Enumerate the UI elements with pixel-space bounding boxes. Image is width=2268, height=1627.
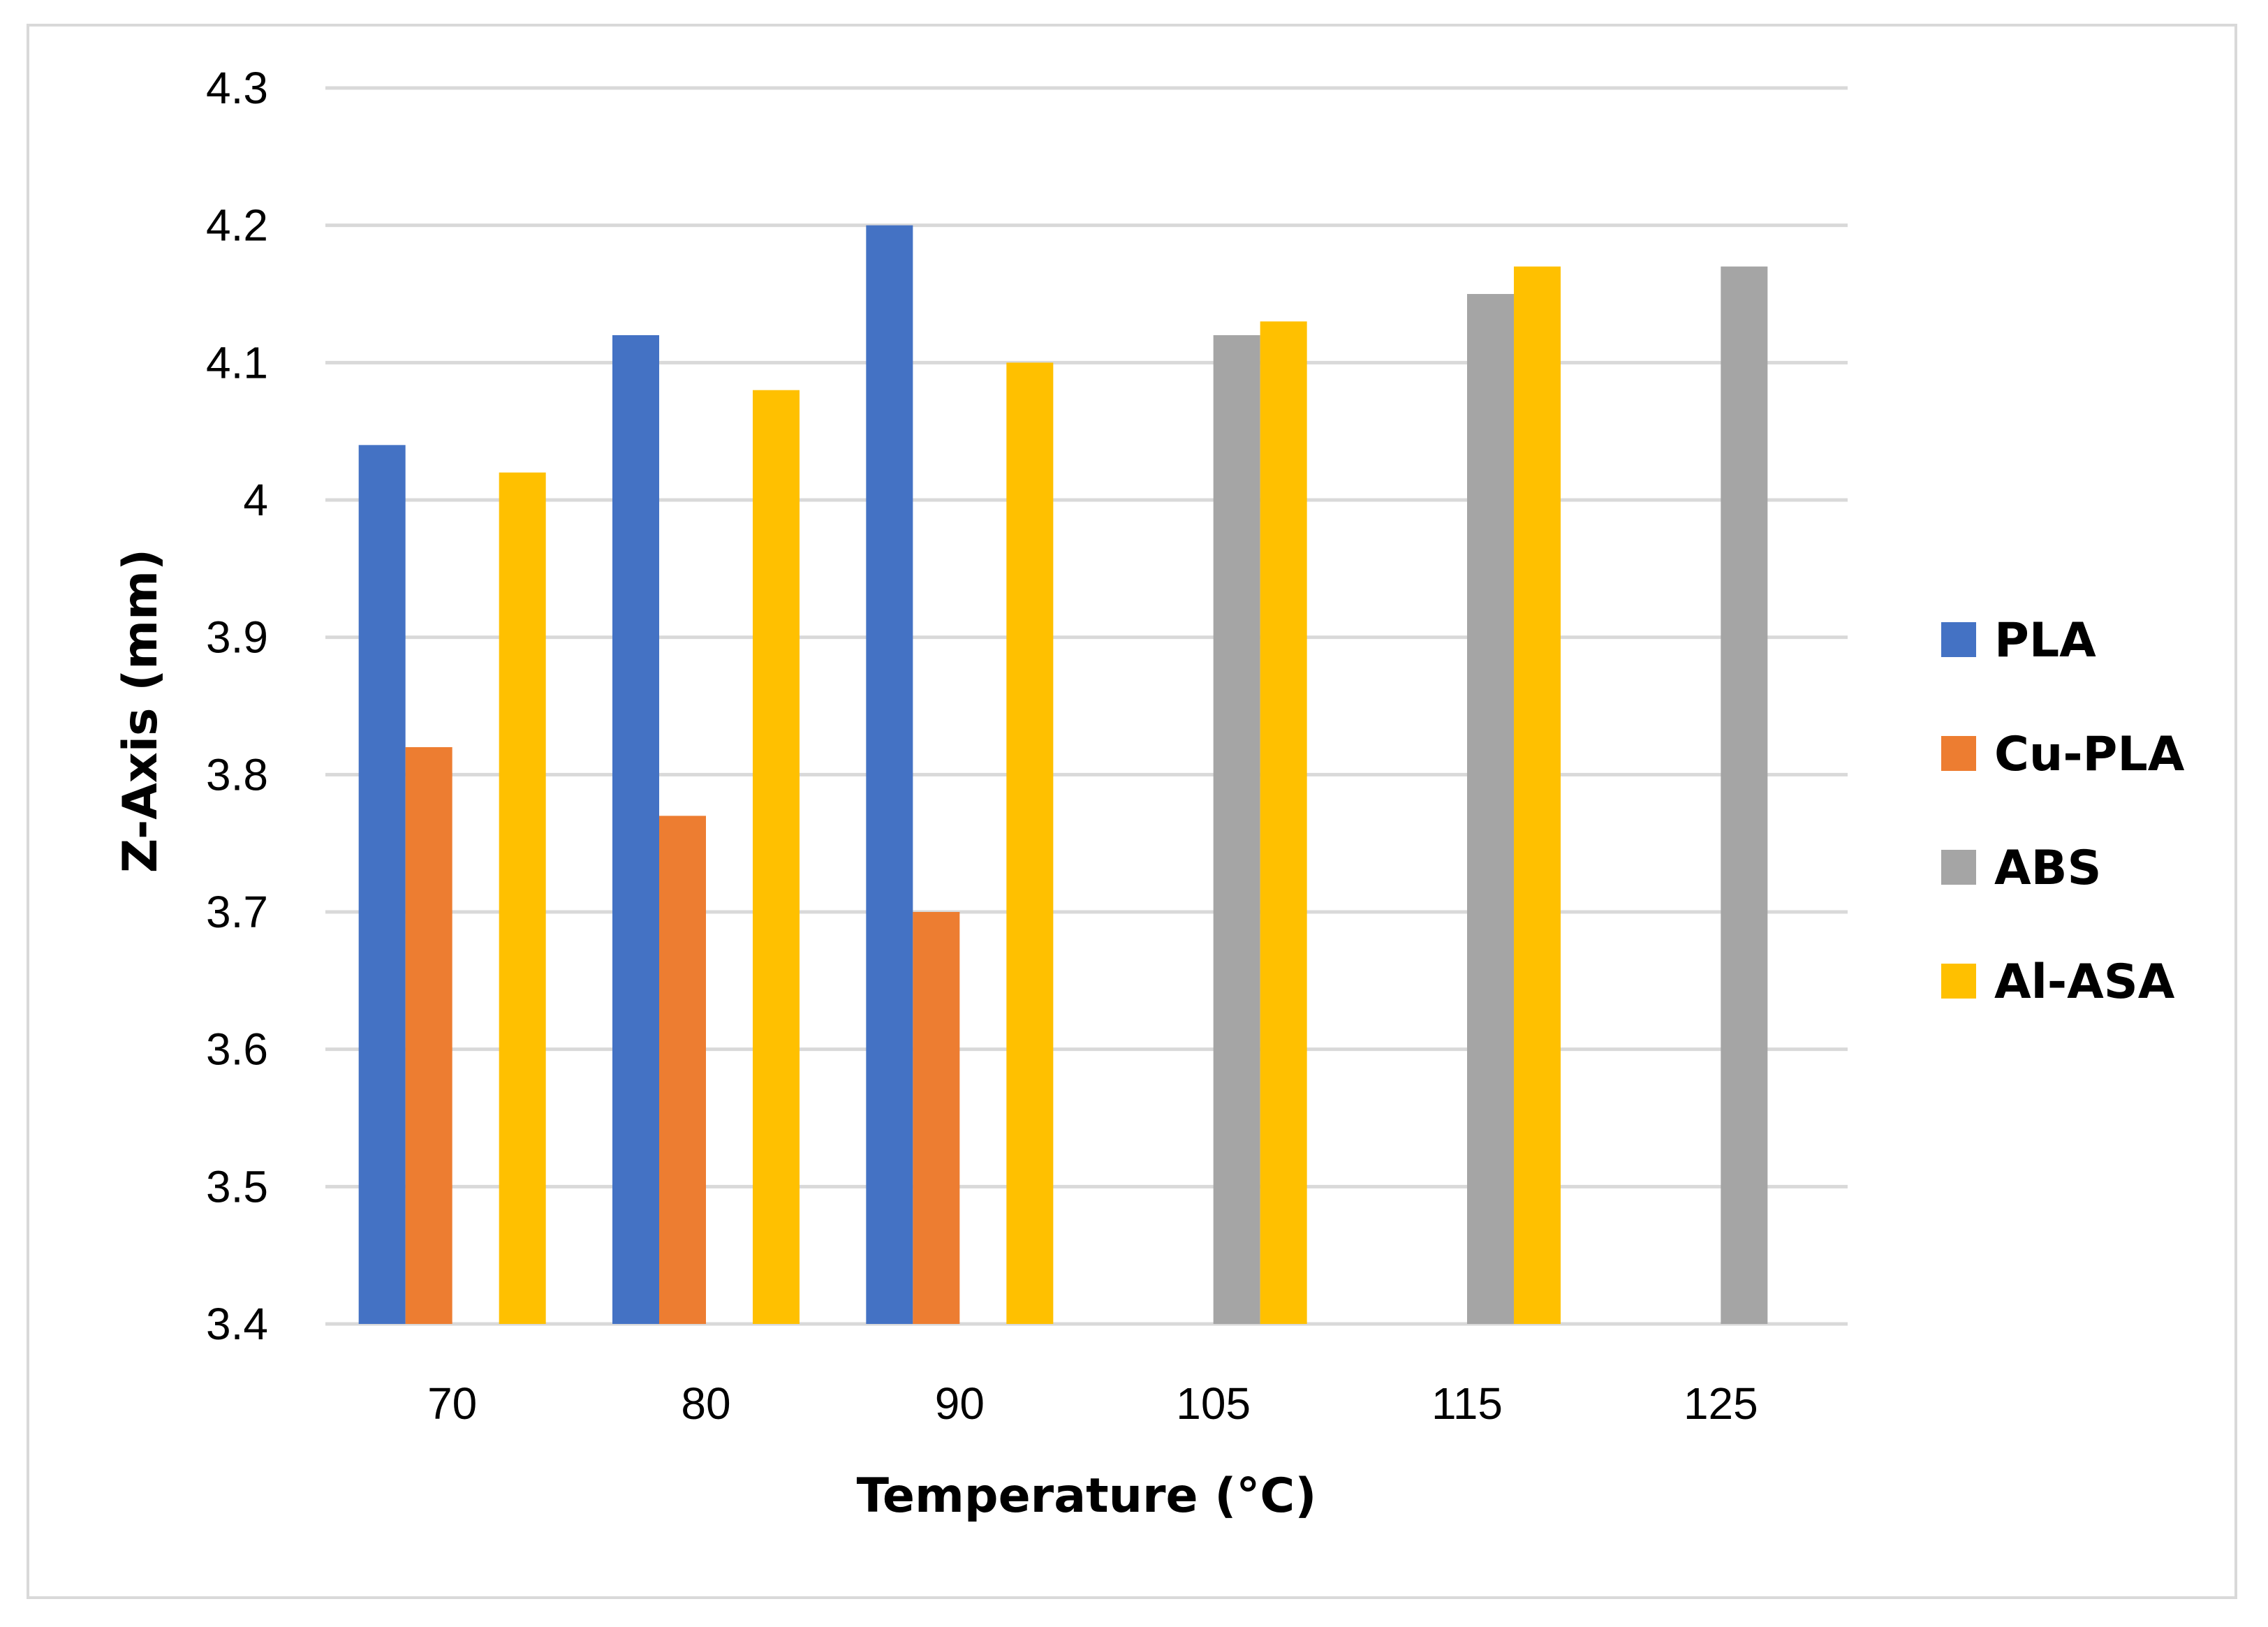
y-tick-label: 4.2 [206, 200, 268, 251]
bar-abs-105 [1213, 335, 1260, 1324]
y-tick-label: 4 [243, 475, 268, 525]
bar-cu-pla-70 [405, 747, 452, 1324]
bar-pla-70 [358, 445, 406, 1325]
y-tick-label: 3.9 [206, 612, 268, 663]
x-tick-label: 125 [1684, 1378, 1758, 1429]
y-tick-label: 3.5 [206, 1161, 268, 1212]
bar-al-asa-115 [1514, 266, 1561, 1325]
bars [358, 225, 1768, 1325]
x-tick-label: 80 [681, 1378, 730, 1429]
bar-pla-80 [612, 335, 659, 1324]
bar-pla-90 [866, 225, 913, 1325]
gridlines [325, 86, 1848, 1326]
y-tick-label: 3.7 [206, 887, 268, 937]
legend-swatch-al-asa [1941, 964, 1976, 999]
bar-al-asa-70 [499, 472, 546, 1324]
bar-abs-125 [1721, 266, 1768, 1325]
x-tick-label: 115 [1431, 1378, 1503, 1429]
y-tick-label: 3.8 [206, 749, 268, 800]
bar-al-asa-90 [1006, 362, 1054, 1325]
bar-abs-115 [1467, 294, 1514, 1324]
y-tick-label: 4.3 [206, 63, 268, 113]
y-tick-label: 4.1 [206, 337, 268, 388]
bar-al-asa-105 [1260, 321, 1307, 1324]
y-tick-label: 3.4 [206, 1299, 268, 1349]
legend-label-cu-pla: Cu-PLA [1994, 727, 2185, 782]
legend-swatch-abs [1941, 850, 1976, 885]
legend-label-al-asa: Al-ASA [1994, 955, 2175, 1010]
y-tick-labels: 3.4 3.5 3.6 3.7 3.8 3.9 4 4.1 4.2 4.3 [206, 63, 268, 1349]
x-axis-title: Temperature (°C) [857, 1468, 1317, 1524]
bar-cu-pla-90 [913, 912, 960, 1324]
legend: PLA Cu-PLA ABS Al-ASA [1941, 613, 2185, 1010]
x-tick-label: 105 [1176, 1378, 1251, 1429]
x-tick-labels: 70 80 90 105 115 125 [427, 1378, 1758, 1429]
bar-al-asa-80 [753, 390, 800, 1324]
x-tick-label: 70 [427, 1378, 477, 1429]
bar-cu-pla-80 [659, 816, 706, 1324]
legend-swatch-pla [1941, 622, 1976, 657]
x-tick-label: 90 [935, 1378, 985, 1429]
legend-label-pla: PLA [1994, 613, 2096, 668]
y-tick-label: 3.6 [206, 1024, 268, 1075]
y-axis-title: Z-Axis (mm) [113, 549, 168, 873]
legend-swatch-cu-pla [1941, 736, 1976, 771]
legend-label-abs: ABS [1994, 841, 2101, 896]
